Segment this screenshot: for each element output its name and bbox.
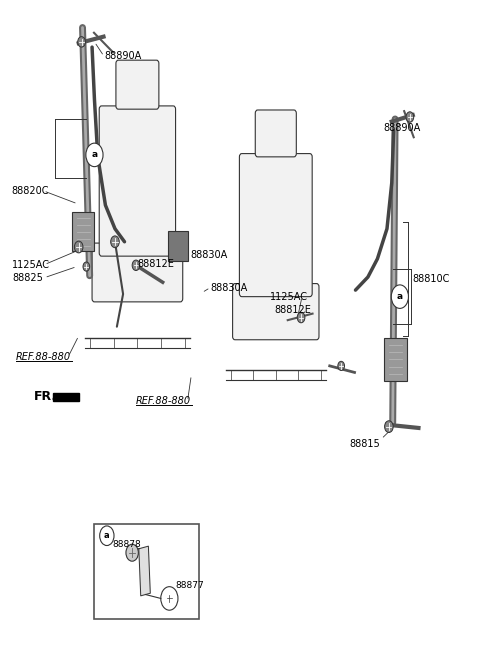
Circle shape — [93, 148, 99, 157]
FancyBboxPatch shape — [233, 283, 319, 340]
Text: a: a — [91, 150, 97, 159]
Text: 88815: 88815 — [350, 440, 381, 449]
FancyBboxPatch shape — [92, 243, 183, 302]
Circle shape — [74, 241, 83, 253]
Text: a: a — [397, 292, 403, 301]
Text: a: a — [104, 531, 109, 541]
FancyBboxPatch shape — [116, 60, 159, 109]
Circle shape — [100, 526, 114, 546]
Circle shape — [78, 37, 85, 47]
Text: 88878: 88878 — [112, 541, 141, 549]
Circle shape — [83, 262, 90, 271]
FancyBboxPatch shape — [384, 338, 407, 381]
Text: 88890A: 88890A — [383, 123, 420, 133]
FancyBboxPatch shape — [240, 154, 312, 297]
Text: 88812E: 88812E — [137, 259, 174, 269]
Polygon shape — [139, 546, 150, 596]
Text: FR.: FR. — [34, 390, 57, 403]
Circle shape — [111, 236, 119, 248]
Text: 88812E: 88812E — [275, 304, 311, 315]
Circle shape — [126, 544, 138, 561]
Circle shape — [86, 143, 103, 167]
FancyBboxPatch shape — [168, 231, 188, 260]
FancyBboxPatch shape — [255, 110, 296, 157]
Text: 1125AC: 1125AC — [270, 292, 308, 302]
Text: REF.88-880: REF.88-880 — [136, 396, 191, 406]
Text: 1125AC: 1125AC — [12, 260, 50, 270]
Text: 88820C: 88820C — [11, 186, 48, 196]
Text: 88877: 88877 — [176, 581, 204, 590]
Polygon shape — [53, 394, 79, 401]
Text: 88830A: 88830A — [190, 250, 227, 260]
Circle shape — [406, 112, 414, 122]
Bar — [95, 524, 199, 619]
Text: 88830A: 88830A — [210, 283, 248, 293]
Text: 88810C: 88810C — [413, 274, 450, 284]
Circle shape — [391, 285, 408, 308]
Text: 88890A: 88890A — [104, 51, 141, 61]
Circle shape — [132, 260, 140, 270]
Text: REF.88-880: REF.88-880 — [16, 352, 71, 361]
FancyBboxPatch shape — [72, 212, 95, 251]
Circle shape — [338, 361, 345, 371]
Text: 88825: 88825 — [12, 273, 43, 283]
FancyBboxPatch shape — [99, 106, 176, 256]
Circle shape — [297, 312, 305, 323]
Circle shape — [384, 420, 393, 432]
